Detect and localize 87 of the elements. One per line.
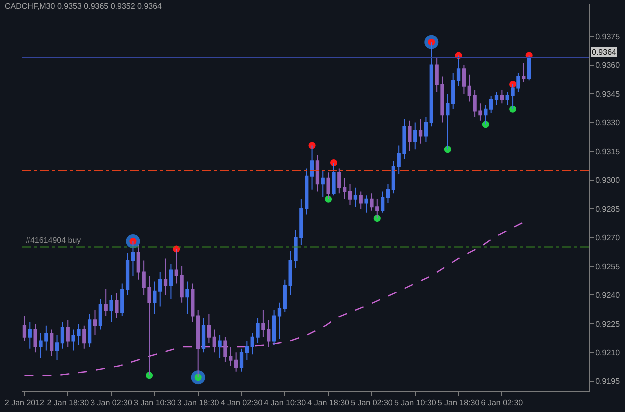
y-tick-label: 0.9345 bbox=[596, 90, 621, 99]
x-tick-label: 4 Jan 18:30 bbox=[308, 398, 350, 408]
candlestick bbox=[462, 64, 466, 95]
candlestick bbox=[348, 184, 352, 206]
x-tick-label: 4 Jan 10:30 bbox=[264, 398, 307, 408]
candlestick bbox=[283, 279, 287, 313]
y-tick-label: 0.9300 bbox=[596, 176, 621, 186]
candlestick bbox=[34, 323, 38, 354]
candlestick bbox=[359, 191, 363, 210]
candlestick bbox=[22, 316, 27, 342]
candlestick bbox=[50, 329, 54, 358]
candlestick bbox=[386, 184, 390, 204]
y-tick-label: 0.9270 bbox=[596, 234, 621, 243]
y-tick-label: 0.9315 bbox=[596, 147, 621, 156]
x-tick-label: 2 Jan 2012 bbox=[4, 398, 46, 408]
candlestick bbox=[120, 283, 124, 317]
point bbox=[325, 196, 332, 203]
candlestick bbox=[500, 90, 504, 104]
candlestick bbox=[418, 118, 423, 144]
x-tick-label: 5 Jan 02:30 bbox=[351, 398, 394, 408]
candlestick bbox=[88, 314, 92, 348]
x-tick-label: 5 Jan 18:30 bbox=[438, 398, 480, 408]
candlestick bbox=[115, 292, 119, 319]
candlestick bbox=[354, 187, 358, 208]
candlestick bbox=[364, 195, 368, 214]
x-tick-label: 6 Jan 02:30 bbox=[481, 398, 524, 408]
x-tick-label: 3 Jan 10:30 bbox=[134, 398, 176, 408]
candlestick bbox=[186, 281, 190, 315]
candlestick bbox=[191, 283, 195, 323]
candlestick bbox=[522, 62, 526, 84]
y-tick-label: 0.9255 bbox=[596, 262, 621, 272]
ref-line-label: 0.9364 bbox=[592, 48, 618, 57]
candlestick bbox=[207, 314, 212, 344]
y-tick-label: 0.9225 bbox=[596, 320, 621, 329]
y-tick-label: 0.9285 bbox=[596, 204, 621, 214]
y-tick-label: 0.9375 bbox=[596, 32, 621, 42]
candlestick bbox=[234, 352, 238, 372]
candlestick bbox=[321, 170, 325, 198]
candlestick bbox=[28, 322, 32, 350]
candlestick bbox=[218, 334, 222, 359]
point bbox=[146, 372, 154, 380]
candlestick bbox=[245, 340, 249, 361]
y-tick-label: 0.9210 bbox=[596, 348, 621, 358]
point bbox=[510, 80, 517, 88]
candlestick bbox=[380, 191, 385, 214]
candlestick bbox=[110, 294, 114, 323]
candlestick bbox=[136, 244, 140, 280]
candlestick bbox=[414, 122, 418, 150]
candlestick bbox=[82, 325, 86, 350]
line-series bbox=[24, 222, 525, 376]
candlestick bbox=[60, 322, 65, 350]
candlestick bbox=[55, 334, 60, 361]
chart-title: CADCHF,M30 0.9353 0.9365 0.9352 0.9364 bbox=[5, 2, 163, 11]
candlestick bbox=[104, 288, 108, 317]
x-tick-label: 5 Jan 10:30 bbox=[394, 398, 437, 408]
x-tick-label: 3 Jan 18:30 bbox=[177, 398, 220, 408]
candlestick bbox=[490, 95, 494, 114]
y-tick-label: 0.9240 bbox=[596, 291, 621, 300]
candlestick bbox=[338, 168, 342, 194]
ref-line-label: #41614904 buy bbox=[26, 236, 82, 245]
x-tick-label: 2 Jan 18:30 bbox=[47, 398, 90, 408]
y-tick-label: 0.9330 bbox=[596, 118, 621, 128]
candlestick bbox=[164, 258, 168, 296]
x-tick-label: 3 Jan 02:30 bbox=[90, 398, 133, 408]
candlestick bbox=[212, 329, 216, 354]
candlestick bbox=[98, 298, 102, 330]
candlestick bbox=[93, 310, 98, 336]
candlestick bbox=[278, 302, 282, 340]
candlestick bbox=[66, 320, 70, 348]
candlestick bbox=[392, 160, 396, 194]
point bbox=[444, 146, 452, 154]
candlestick bbox=[424, 116, 428, 142]
point bbox=[330, 160, 338, 167]
candlestick bbox=[169, 264, 174, 300]
point bbox=[510, 106, 517, 113]
candlestick bbox=[202, 318, 206, 354]
x-tick-label: 4 Jan 02:30 bbox=[220, 398, 264, 408]
candlestick bbox=[408, 120, 412, 152]
y-tick-label: 0.9195 bbox=[596, 377, 621, 386]
y-tick-label: 0.9360 bbox=[596, 61, 621, 70]
candlestick bbox=[316, 154, 320, 192]
candlestick bbox=[126, 252, 130, 296]
point bbox=[374, 215, 381, 222]
candlestick bbox=[343, 178, 347, 200]
candlestick bbox=[272, 310, 276, 346]
candlestick bbox=[240, 348, 244, 372]
candlestick bbox=[494, 92, 499, 106]
